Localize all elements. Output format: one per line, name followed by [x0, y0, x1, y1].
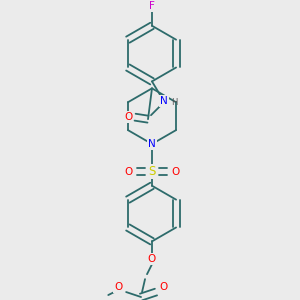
- Text: O: O: [124, 112, 132, 122]
- Text: O: O: [160, 282, 168, 292]
- Text: O: O: [148, 254, 156, 264]
- Text: O: O: [124, 167, 132, 177]
- Text: N: N: [160, 96, 168, 106]
- Text: N: N: [148, 139, 156, 149]
- Text: H: H: [171, 98, 177, 107]
- Text: S: S: [148, 165, 156, 178]
- Text: F: F: [149, 1, 155, 11]
- Text: O: O: [172, 167, 180, 177]
- Text: O: O: [114, 282, 122, 292]
